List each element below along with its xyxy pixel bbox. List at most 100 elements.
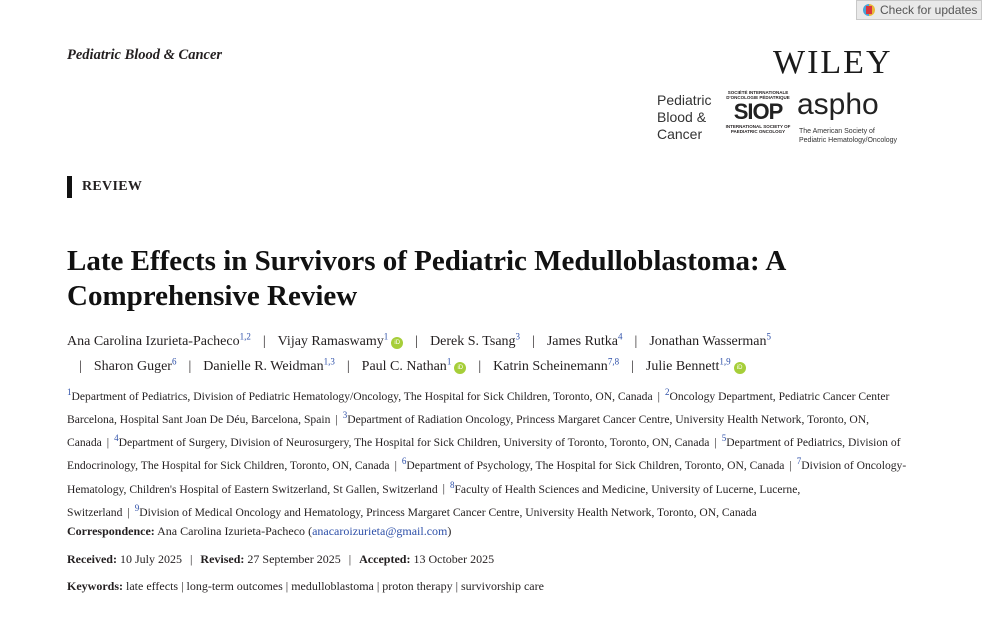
separator: | — [442, 482, 445, 496]
affiliation-number: 4 — [114, 433, 119, 444]
author-affiliation-ref[interactable]: 3 — [515, 331, 521, 341]
author-name[interactable]: Paul C. Nathan — [361, 359, 447, 375]
separator: | — [634, 333, 638, 349]
accepted-date: 13 October 2025 — [413, 552, 495, 566]
author-list: Ana Carolina Izurieta-Pacheco1,2 | Vijay R… — [67, 326, 927, 377]
author-name[interactable]: Vijay Ramaswamy — [277, 333, 384, 349]
keywords-list: late effects | long-term outcomes | medu… — [126, 579, 544, 593]
aspho-sub-line: Pediatric Hematology/Oncology — [799, 137, 898, 144]
author[interactable]: Danielle R. Weidman1,3 — [203, 356, 335, 375]
author[interactable]: Derek S. Tsang3 — [430, 331, 521, 349]
affiliation-number: 3 — [342, 410, 348, 421]
affiliation-text: Division of Medical Oncology and Hematol… — [139, 505, 757, 519]
author-name[interactable]: Katrin Scheinemann — [493, 359, 608, 375]
author-name[interactable]: Danielle R. Weidman — [203, 359, 324, 375]
journal-logo-line: Blood & — [657, 109, 707, 125]
separator: | — [657, 389, 660, 403]
affiliation-text: Division of Oncology-Hematology, Childre… — [67, 459, 907, 496]
author-name[interactable]: Derek S. Tsang — [430, 333, 516, 349]
author-affiliation-ref[interactable]: 1,9 — [719, 356, 731, 367]
affiliation-number: 9 — [134, 502, 140, 513]
orcid-icon[interactable]: iD — [391, 336, 404, 349]
affiliation-text: Department of Surgery, Division of Neuro… — [118, 436, 710, 450]
journal-logo-line: Cancer — [657, 126, 703, 142]
separator: | — [789, 459, 792, 473]
keyword: survivorship care — [460, 579, 544, 593]
orcid-icon[interactable]: iD — [733, 362, 746, 375]
affiliation-text: Department of Pediatrics, Division of Pe… — [71, 389, 653, 403]
keyword: long-term outcomes — [186, 579, 283, 593]
author-affiliation-ref[interactable]: 1,2 — [239, 331, 251, 341]
accepted-label: Accepted: — [359, 552, 411, 566]
received-label: Received: — [67, 552, 117, 566]
correspondence: Correspondence: Ana Carolina Izurieta-Pa… — [67, 524, 452, 538]
author[interactable]: Jonathan Wasserman5 — [649, 331, 772, 349]
author[interactable]: James Rutka4 — [546, 331, 623, 349]
received-date: 10 July 2025 — [119, 552, 182, 566]
author[interactable]: Julie Bennett1,9iD — [645, 356, 746, 375]
separator: | — [452, 579, 461, 593]
separator: | — [106, 436, 110, 450]
check-for-updates-label: Check for updates — [880, 3, 978, 17]
affiliation-text: Department of Radiation Oncology, Prince… — [67, 413, 870, 450]
revised-date: 27 September 2025 — [247, 552, 341, 566]
keyword: medulloblastoma — [291, 579, 374, 593]
author[interactable]: Sharon Guger6 — [93, 356, 177, 375]
crossmark-icon — [863, 4, 875, 16]
affiliation-number: 7 — [796, 456, 802, 467]
affiliation-text: Department of Pediatrics, Division of En… — [67, 436, 901, 473]
separator: | — [262, 333, 266, 349]
siop-bottom-text: INTERNATIONAL SOCIETY OF PAEDIATRIC ONCO… — [725, 124, 791, 134]
article-type: REVIEW — [67, 176, 142, 198]
separator: | — [631, 359, 634, 375]
affiliation-text: Oncology Department, Pediatric Cancer Ce… — [67, 389, 890, 427]
journal-logo: Pediatric Blood & Cancer — [657, 92, 711, 143]
aspho-sub-line: The American Society of — [799, 128, 875, 135]
separator: | — [188, 359, 192, 375]
correspondence-name: Ana Carolina Izurieta-Pacheco — [157, 524, 306, 538]
author-affiliation-ref[interactable]: 1 — [383, 331, 389, 341]
author-affiliation-ref[interactable]: 6 — [171, 356, 177, 367]
keyword: late effects — [126, 579, 179, 593]
author-name[interactable]: Sharon Guger — [93, 359, 172, 375]
siop-logo: SOCIÉTÉ INTERNATIONALE D'ONCOLOGIE PÉDIA… — [723, 90, 793, 146]
separator: | — [415, 333, 419, 349]
author[interactable]: Ana Carolina Izurieta-Pacheco1,2 — [67, 331, 251, 349]
author-affiliation-ref[interactable]: 1 — [446, 356, 452, 367]
article-title: Late Effects in Survivors of Pediatric M… — [67, 245, 785, 312]
author-affiliation-ref[interactable]: 7,8 — [607, 356, 620, 367]
author[interactable]: Vijay Ramaswamy1iD — [277, 331, 404, 349]
author-affiliation-ref[interactable]: 5 — [766, 331, 772, 341]
author-name[interactable]: Jonathan Wasserman — [649, 333, 767, 349]
separator: | — [373, 579, 383, 593]
separator: | — [282, 579, 292, 593]
separator: | — [127, 505, 130, 519]
author-name[interactable]: Ana Carolina Izurieta-Pacheco — [67, 333, 240, 349]
author[interactable]: Paul C. Nathan1iD — [361, 356, 467, 375]
correspondence-email-link[interactable]: anacaroizurieta@gmail.com — [312, 524, 448, 538]
journal-name: Pediatric Blood & Cancer — [67, 47, 223, 63]
affiliation-text: Faculty of Health Sciences and Medicine,… — [67, 482, 801, 519]
author[interactable]: Katrin Scheinemann7,8 — [493, 356, 620, 375]
orcid-icon[interactable]: iD — [454, 362, 467, 375]
correspondence-label: Correspondence: — [67, 524, 155, 538]
separator: | — [532, 333, 535, 349]
author-affiliation-ref[interactable]: 1,3 — [323, 356, 335, 367]
separator: | — [714, 436, 717, 450]
separator: | — [79, 359, 82, 375]
author-name[interactable]: Julie Bennett — [645, 359, 720, 375]
separator: | — [178, 579, 187, 593]
separator: | — [394, 459, 397, 473]
author-affiliation-ref[interactable]: 4 — [618, 331, 623, 341]
separator: | — [478, 359, 482, 375]
keywords: Keywords: late effects | long-term outco… — [67, 579, 544, 594]
author-name[interactable]: James Rutka — [546, 333, 619, 349]
wiley-logo: WILEY — [773, 44, 893, 81]
article-dates: Received: 10 July 2025 | Revised: 27 Sep… — [67, 552, 495, 566]
journal-logo-line: Pediatric — [657, 92, 712, 108]
affiliation-text: Department of Psychology, The Hospital f… — [406, 459, 785, 473]
affiliation-number: 6 — [401, 456, 407, 467]
check-for-updates-button[interactable]: Check for updates — [856, 0, 982, 20]
affiliation-number: 5 — [721, 433, 727, 444]
affiliation-number: 2 — [664, 387, 670, 397]
